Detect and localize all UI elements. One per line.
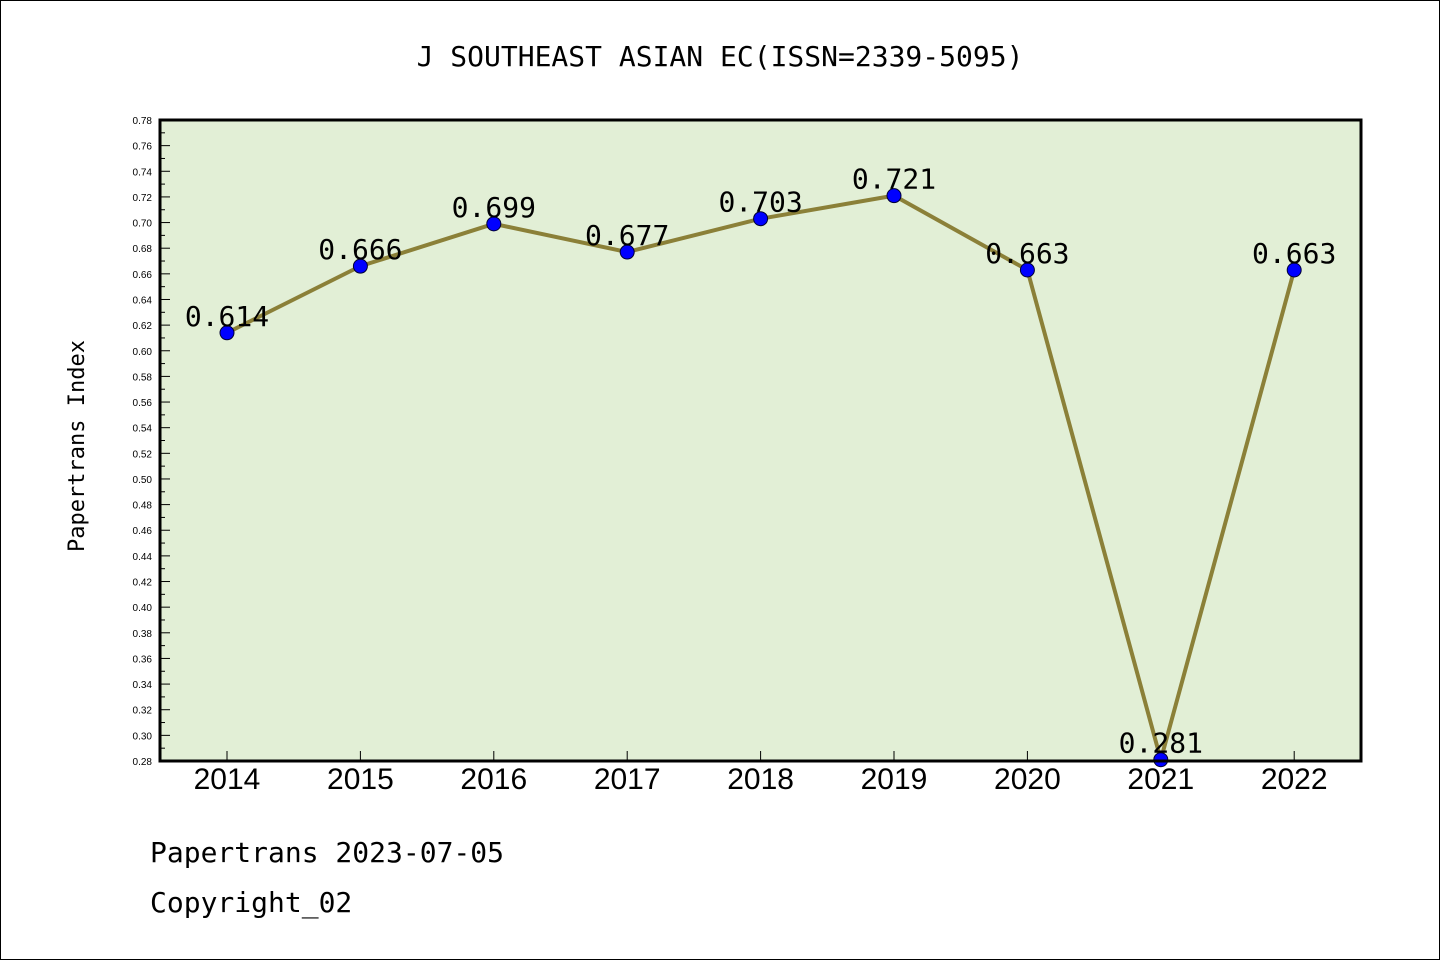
data-label: 0.663 [1252, 237, 1336, 270]
y-tick-label: 0.36 [133, 654, 153, 665]
y-tick-label: 0.28 [133, 757, 153, 768]
x-tick-label: 2016 [460, 763, 527, 796]
x-tick-label: 2015 [327, 763, 394, 796]
x-tick-label: 2014 [194, 763, 261, 796]
data-label: 0.666 [318, 233, 402, 266]
data-label: 0.677 [585, 219, 669, 252]
data-point [886, 188, 902, 204]
x-tick-label: 2018 [727, 763, 794, 796]
y-tick-label: 0.30 [133, 731, 153, 742]
x-tick-label: 2019 [861, 763, 928, 796]
data-label: 0.721 [852, 163, 936, 196]
y-tick-label: 0.58 [133, 372, 153, 383]
plot-area [160, 120, 1361, 761]
plot-border [158, 118, 1363, 763]
y-tick-label: 0.70 [133, 219, 153, 230]
data-point [753, 211, 769, 227]
data-point [1019, 262, 1035, 278]
y-tick-label: 0.50 [133, 475, 153, 486]
x-tick-label: 2017 [594, 763, 661, 796]
data-point [486, 216, 502, 232]
y-tick-label: 0.38 [133, 629, 153, 640]
y-axis-label: Papertrans Index [65, 340, 90, 552]
y-tick-label: 0.62 [133, 321, 153, 332]
x-tick-label: 2022 [1261, 763, 1328, 796]
data-label: 0.281 [1119, 727, 1203, 760]
data-label: 0.703 [718, 186, 802, 219]
y-tick-label: 0.68 [133, 244, 153, 255]
x-tick-label: 2020 [994, 763, 1061, 796]
data-point [1286, 262, 1302, 278]
y-tick-label: 0.40 [133, 603, 153, 614]
data-point [352, 258, 368, 274]
y-tick-label: 0.32 [133, 706, 153, 717]
y-tick-label: 0.44 [133, 552, 153, 563]
data-point [219, 325, 235, 341]
y-tick-label: 0.74 [133, 167, 153, 178]
y-tick-label: 0.78 [133, 116, 153, 127]
x-tick-label: 2021 [1127, 763, 1194, 796]
y-tick-label: 0.64 [133, 295, 153, 306]
y-tick-label: 0.66 [133, 270, 153, 281]
data-label: 0.614 [185, 300, 269, 333]
y-tick-label: 0.56 [133, 398, 153, 409]
y-tick-label: 0.34 [133, 680, 153, 691]
data-label: 0.699 [452, 191, 536, 224]
data-label: 0.663 [985, 237, 1069, 270]
y-tick-label: 0.60 [133, 347, 153, 358]
chart-title: J SOUTHEAST ASIAN EC(ISSN=2339-5095) [417, 40, 1024, 73]
y-tick-label: 0.48 [133, 501, 153, 512]
footer-date: Papertrans 2023-07-05 [150, 836, 505, 869]
y-tick-label: 0.46 [133, 526, 153, 537]
footer-copyright: Copyright_02 [150, 886, 353, 919]
data-point [619, 244, 635, 260]
y-tick-label: 0.52 [133, 449, 153, 460]
y-tick-label: 0.72 [133, 193, 153, 204]
y-tick-label: 0.54 [133, 424, 153, 435]
y-tick-label: 0.76 [133, 142, 153, 153]
y-tick-label: 0.42 [133, 578, 153, 589]
axis-ticks: 0.28 0.30 0.32 0.34 0.36 0.38 0.40 0.42 0.44 0.46… [133, 116, 1328, 796]
series-layer: 0.614 0.666 0.699 0.677 0.703 0.721 0.663 0.281… [185, 163, 1336, 768]
